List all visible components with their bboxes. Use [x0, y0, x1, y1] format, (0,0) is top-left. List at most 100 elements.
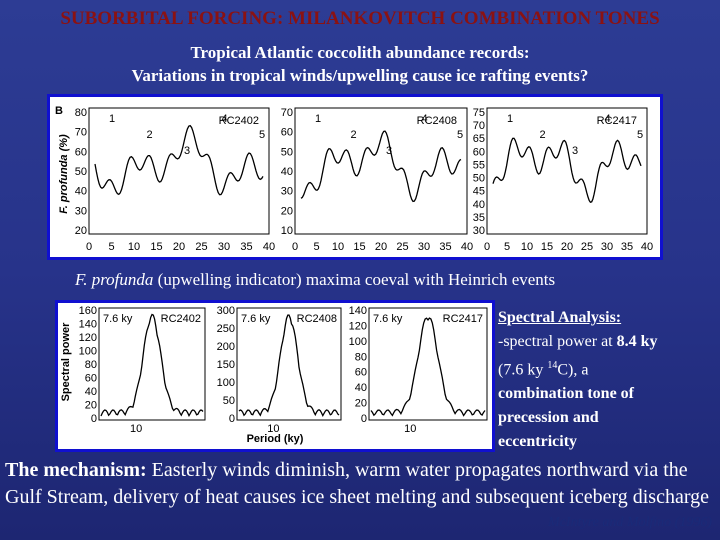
peak-label: 3 — [184, 145, 190, 157]
figure-frame — [55, 300, 495, 452]
y-tick-label: 60 — [75, 146, 87, 158]
y-tick-label: 150 — [217, 359, 235, 371]
y-tick-label: 0 — [91, 413, 97, 425]
notes-text: C), a — [557, 361, 589, 379]
peak-label: 2 — [540, 129, 546, 141]
y-tick-label: 60 — [355, 367, 367, 379]
plot-frame — [368, 307, 488, 421]
y-tick-label: 120 — [349, 320, 367, 332]
period-label: 7.6 ky — [241, 313, 271, 325]
body-rest: Easterly winds diminish, warm water prop… — [5, 459, 710, 508]
x-tick-label: 30 — [601, 241, 613, 253]
y-tick-label: 10 — [281, 225, 293, 237]
x-tick-label: 40 — [461, 241, 473, 253]
y-tick-label: 20 — [85, 400, 97, 412]
x-tick-label: 20 — [561, 241, 573, 253]
y-tick-label: 80 — [85, 359, 97, 371]
y-tick-label: 20 — [281, 205, 293, 217]
y-tick-label: 50 — [281, 146, 293, 158]
y-tick-label: 50 — [75, 166, 87, 178]
y-axis-label: F. profunda (%) — [58, 134, 70, 214]
y-tick-label: 250 — [217, 323, 235, 335]
notes-bold: 8.4 ky — [616, 333, 658, 350]
peak-label: 3 — [572, 145, 578, 157]
curve — [238, 314, 340, 418]
x-tick-label: 10 — [267, 423, 279, 435]
x-tick-label: 10 — [130, 423, 142, 435]
core-label: RC2402 — [161, 313, 201, 325]
body-lead: The mechanism: — [5, 459, 147, 481]
curve — [492, 137, 642, 203]
notes-text: -spectral power at — [498, 333, 617, 350]
notes: Spectral Analysis: -spectral power at 8.… — [498, 306, 658, 454]
y-tick-label: 55 — [473, 159, 485, 171]
x-tick-label: 30 — [418, 241, 430, 253]
plot-frame — [486, 107, 648, 235]
core-label: RC2408 — [417, 115, 457, 127]
x-tick-label: 15 — [541, 241, 553, 253]
y-tick-label: 35 — [473, 212, 485, 224]
notes-line: precession and — [498, 409, 599, 427]
peak-label: 3 — [386, 145, 392, 157]
x-tick-label: 10 — [128, 241, 140, 253]
y-tick-label: 140 — [349, 305, 367, 317]
y-tick-label: 30 — [473, 225, 485, 237]
notes-line: combination tone of — [498, 385, 634, 403]
y-tick-label: 40 — [355, 382, 367, 394]
x-tick-label: 20 — [375, 241, 387, 253]
peak-label: 4 — [222, 113, 228, 125]
citation: McIntyre and Molfino (1996) — [548, 515, 712, 530]
caption-italic: F. profunda — [75, 270, 154, 289]
y-tick-label: 40 — [85, 386, 97, 398]
y-tick-label: 70 — [281, 107, 293, 119]
y-tick-label: 100 — [349, 336, 367, 348]
x-tick-label: 0 — [484, 241, 490, 253]
caption: F. profunda (upwelling indicator) maxima… — [75, 270, 555, 290]
peak-label: 1 — [507, 113, 513, 125]
notes-heading: Spectral Analysis: — [498, 309, 622, 326]
y-tick-label: 80 — [355, 351, 367, 363]
x-tick-label: 15 — [353, 241, 365, 253]
subtitle: Variations in tropical winds/upwelling c… — [131, 66, 589, 85]
plot-frame — [88, 107, 270, 235]
x-tick-label: 15 — [150, 241, 162, 253]
y-tick-label: 20 — [355, 398, 367, 410]
y-tick-label: 30 — [75, 205, 87, 217]
x-tick-label: 40 — [263, 241, 275, 253]
notes-text: (7.6 ky — [498, 361, 548, 379]
x-tick-label: 0 — [292, 241, 298, 253]
x-tick-label: 20 — [173, 241, 185, 253]
caption-text: (upwelling indicator) maxima coeval with… — [153, 270, 556, 289]
panel-label: B — [55, 105, 63, 117]
y-tick-label: 70 — [75, 127, 87, 139]
notes-line: eccentricity — [498, 433, 578, 451]
body-text: The mechanism: Easterly winds diminish, … — [5, 457, 717, 511]
curve — [300, 130, 462, 203]
y-tick-label: 100 — [217, 377, 235, 389]
notes-line: -spectral power at 8.4 ky — [498, 330, 658, 354]
x-tick-label: 25 — [581, 241, 593, 253]
core-label: RC2417 — [443, 313, 483, 325]
y-tick-label: 0 — [229, 413, 235, 425]
y-tick-label: 40 — [281, 166, 293, 178]
x-tick-label: 25 — [195, 241, 207, 253]
plot-frame — [236, 307, 342, 421]
x-tick-label: 40 — [641, 241, 653, 253]
x-tick-label: 10 — [521, 241, 533, 253]
y-tick-label: 80 — [75, 107, 87, 119]
peak-label: 4 — [422, 113, 428, 125]
slide-title: SUBORBITAL FORCING: MILANKOVITCH COMBINA… — [60, 8, 660, 29]
notes-sup: 14 — [547, 360, 558, 371]
y-tick-label: 0 — [361, 413, 367, 425]
x-tick-label: 0 — [86, 241, 92, 253]
x-tick-label: 25 — [396, 241, 408, 253]
y-tick-label: 75 — [473, 107, 485, 119]
x-tick-label: 10 — [332, 241, 344, 253]
y-tick-label: 200 — [217, 341, 235, 353]
y-tick-label: 120 — [79, 332, 97, 344]
y-tick-label: 60 — [473, 146, 485, 158]
y-tick-label: 70 — [473, 120, 485, 132]
y-tick-label: 160 — [79, 305, 97, 317]
core-label: RC2417 — [597, 115, 637, 127]
